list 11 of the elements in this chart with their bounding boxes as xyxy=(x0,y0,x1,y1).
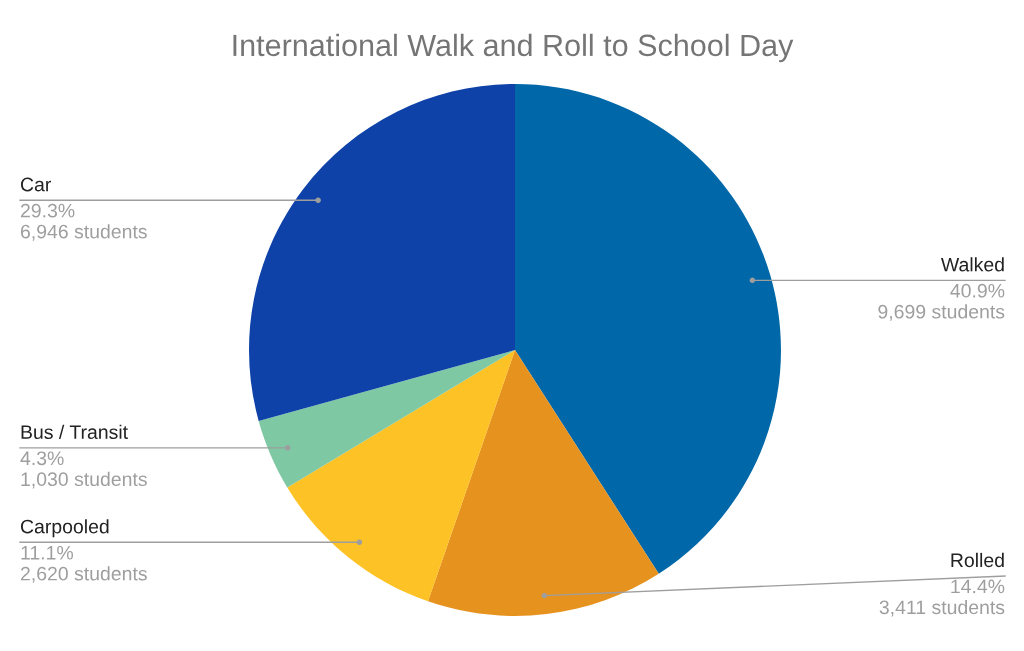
data-label: 11.1% 2,620 students xyxy=(20,545,147,583)
slice-label: Car xyxy=(20,177,52,192)
slice-label: Carpooled xyxy=(20,519,109,538)
data-label: 29.3% 6,946 students xyxy=(20,203,147,241)
data-label: 40.9% 9,699 students xyxy=(878,283,1005,321)
data-label: 4.3% 1,030 students xyxy=(20,451,147,489)
chart-title: International Walk and Roll to School Day xyxy=(233,33,794,63)
slice-label: Rolled xyxy=(951,552,1004,568)
slice-label: Bus / Transit xyxy=(21,424,128,440)
data-label: 14.4% 3,411 students xyxy=(879,579,1005,617)
slice-label: Walked xyxy=(940,257,1004,272)
